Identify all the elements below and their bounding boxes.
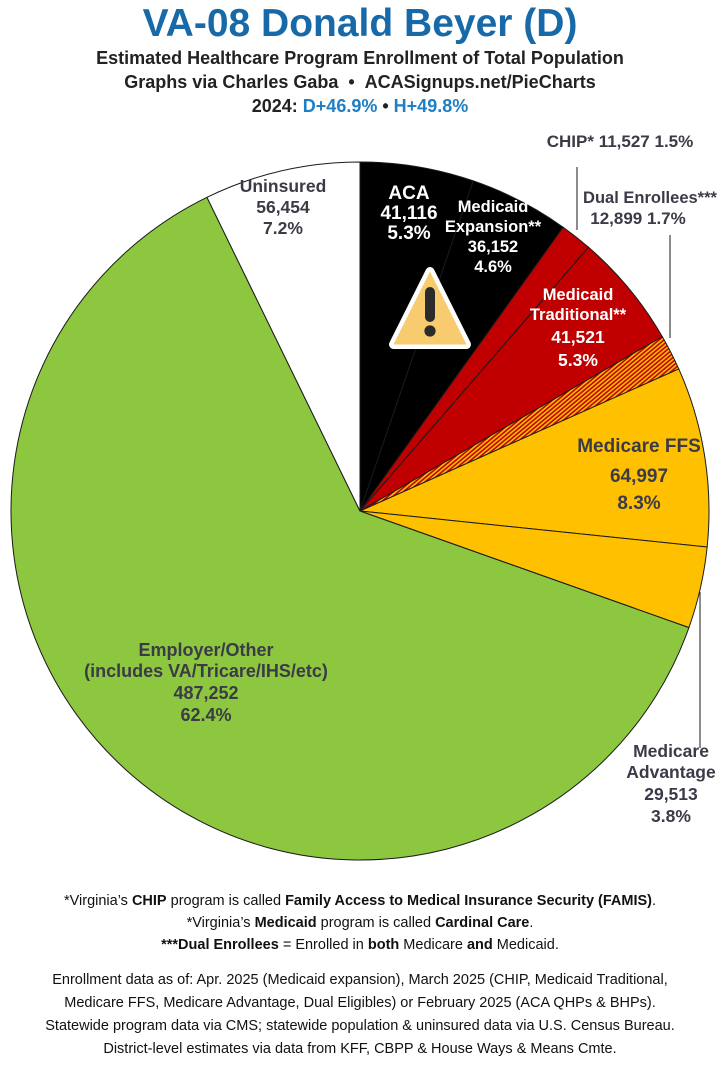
svg-text:Advantage: Advantage xyxy=(626,762,716,782)
svg-text:Employer/Other: Employer/Other xyxy=(138,640,273,660)
svg-text:56,454: 56,454 xyxy=(256,197,310,217)
svg-text:12,899 1.7%: 12,899 1.7% xyxy=(590,209,685,228)
svg-text:ACA: ACA xyxy=(388,183,429,204)
svg-text:8.3%: 8.3% xyxy=(617,493,660,514)
svg-text:487,252: 487,252 xyxy=(173,683,238,703)
svg-text:Medicare FFS: Medicare FFS xyxy=(577,436,701,457)
svg-text:5.3%: 5.3% xyxy=(387,223,430,244)
svg-text:64,997: 64,997 xyxy=(610,466,668,487)
svg-text:Expansion**: Expansion** xyxy=(445,218,542,236)
svg-text:(includes VA/Tricare/IHS/etc): (includes VA/Tricare/IHS/etc) xyxy=(84,661,328,681)
svg-text:5.3%: 5.3% xyxy=(558,350,598,370)
svg-text:7.2%: 7.2% xyxy=(263,218,303,238)
svg-text:36,152: 36,152 xyxy=(468,238,518,256)
svg-text:3.8%: 3.8% xyxy=(651,806,691,826)
svg-text:Traditional**: Traditional** xyxy=(530,306,627,324)
svg-text:41,521: 41,521 xyxy=(551,327,605,347)
svg-text:Dual Enrollees***: Dual Enrollees*** xyxy=(583,189,717,207)
svg-text:29,513: 29,513 xyxy=(644,784,698,804)
svg-text:Medicare: Medicare xyxy=(633,741,709,761)
svg-text:62.4%: 62.4% xyxy=(180,705,231,725)
svg-text:Medicaid: Medicaid xyxy=(543,286,614,304)
svg-text:Uninsured: Uninsured xyxy=(240,176,327,196)
svg-text:CHIP* 11,527 1.5%: CHIP* 11,527 1.5% xyxy=(547,132,693,151)
svg-text:Medicaid: Medicaid xyxy=(458,198,529,216)
svg-text:41,116: 41,116 xyxy=(380,203,437,224)
svg-text:4.6%: 4.6% xyxy=(474,258,512,276)
